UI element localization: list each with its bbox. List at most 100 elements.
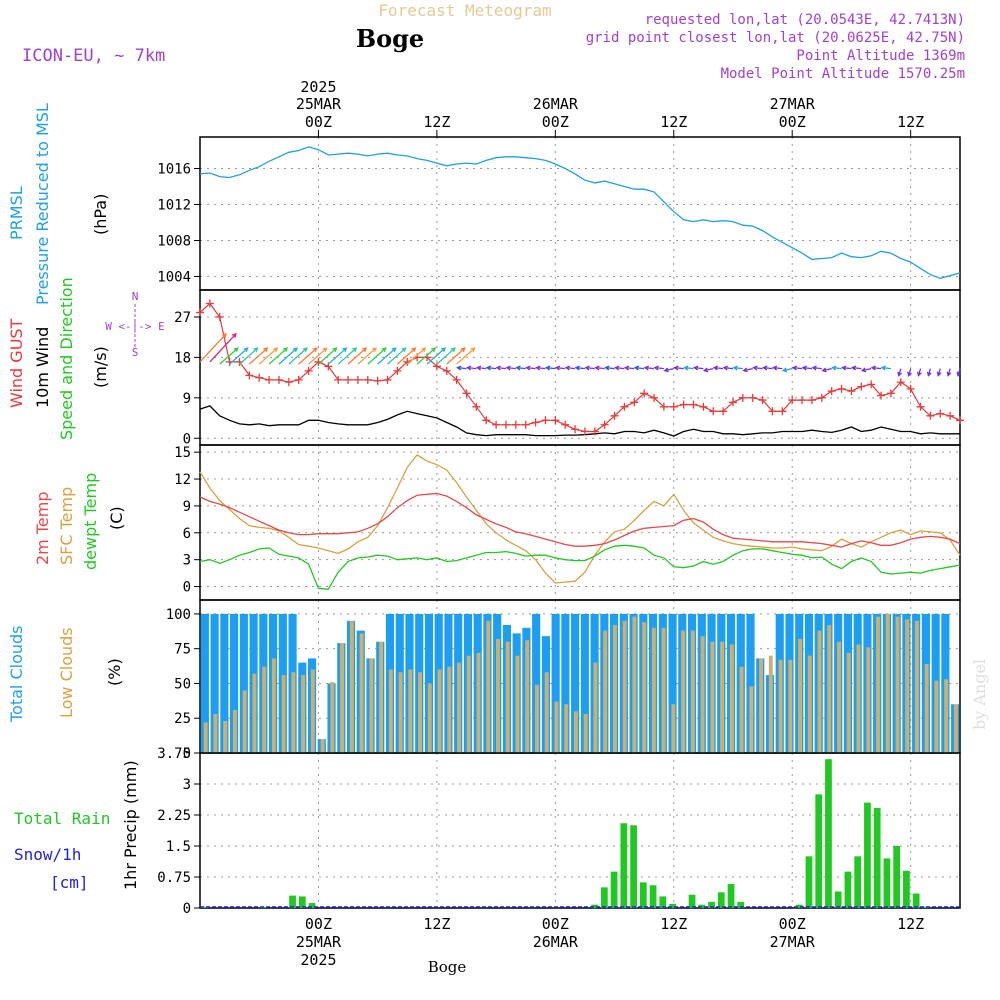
wind-arrow: [793, 366, 803, 370]
wind-arrow: [526, 366, 536, 370]
gust-marker: [383, 375, 392, 384]
gust-marker: [847, 387, 856, 396]
wind-arrow-head: [505, 365, 511, 371]
gust-marker: [837, 384, 846, 393]
compass-s: S: [132, 346, 139, 359]
precip-bar: [893, 846, 901, 908]
wind-arrow-head: [243, 347, 249, 353]
bottom-time-label: 00Z: [542, 915, 569, 933]
wind-arrow-head: [470, 347, 476, 353]
gust-marker: [541, 416, 550, 425]
gust-marker: [255, 373, 264, 382]
gust-marker: [442, 366, 451, 375]
wind-arrow: [615, 366, 625, 370]
precip-bar: [610, 871, 618, 908]
gust-marker: [926, 411, 935, 420]
wind-arrow: [416, 347, 436, 365]
precip-bar: [815, 794, 823, 908]
dewpt-temp-line: [199, 544, 961, 590]
wind-arrow-head: [564, 365, 571, 371]
gust-marker: [699, 402, 708, 411]
precip-bar: [903, 870, 910, 908]
temp-unit: (C): [107, 506, 126, 530]
low-cloud-bar: [252, 673, 257, 753]
wind-arrow: [733, 366, 743, 370]
requested-coords: requested lon,lat (20.0543E, 42.7413N): [645, 12, 965, 28]
y-tick-label: 18: [174, 350, 191, 366]
low-cloud-bar: [866, 647, 871, 753]
wind-arrow: [862, 367, 872, 372]
bottom-time-label: 25MAR: [296, 933, 342, 951]
low-cloud-bar: [301, 675, 306, 753]
gust-marker: [936, 409, 945, 418]
bottom-time-label: 2025: [300, 951, 336, 969]
gust-marker: [689, 400, 698, 409]
wind-arrow: [674, 366, 684, 370]
y-tick-label: 3: [183, 553, 191, 569]
wind-arrow-head: [623, 365, 630, 371]
total-cloud-bar: [746, 613, 755, 753]
bottom-time-label: 00Z: [779, 915, 806, 933]
wind-arrow: [406, 347, 426, 365]
low-cloud-bar: [271, 658, 276, 753]
precip-bar: [922, 906, 930, 908]
top-time-label: 2025: [300, 78, 336, 96]
low-cloud-bar: [388, 669, 393, 753]
wind-arrow: [743, 367, 753, 372]
gust-marker: [215, 312, 224, 321]
precip-bar: [620, 823, 628, 908]
low-cloud-bar: [720, 641, 725, 753]
precip-bar: [298, 896, 306, 908]
total-cloud-bar: [230, 613, 239, 753]
wind-arrow-head: [233, 347, 239, 353]
wind-arrow-head: [283, 347, 289, 353]
low-cloud-bar: [418, 672, 422, 753]
wind-arrow: [337, 347, 357, 365]
low-cloud-bar: [895, 616, 900, 753]
wind-arrow-head: [515, 365, 521, 371]
gust-marker: [738, 393, 747, 402]
wind-arrow-head: [421, 347, 427, 353]
wind-unit: (m/s): [91, 346, 110, 388]
gust-marker: [630, 398, 639, 407]
wind-arrow-head: [663, 367, 669, 373]
precip-bar: [873, 807, 881, 908]
gust-marker: [492, 420, 501, 429]
wind-arrow-head: [752, 365, 758, 371]
wind-arrow: [209, 333, 237, 363]
wind-label: 10m Wind: [33, 327, 52, 408]
wind-arrow-head: [702, 367, 709, 373]
temperature-panel: 0 3 6 9 12 15: [174, 444, 961, 601]
wind-arrow-head: [485, 365, 492, 371]
low-cloud-bar: [788, 659, 793, 753]
gust-marker: [561, 420, 570, 429]
wind-arrow: [467, 366, 477, 370]
y-tick-label: 1016: [157, 162, 191, 178]
wind-arrow: [536, 366, 546, 370]
gust-marker: [205, 299, 214, 308]
panel-frame: [199, 136, 961, 291]
precip-bar: [639, 882, 647, 908]
low-cloud-bar: [690, 630, 695, 753]
wind-arrow-head: [222, 332, 227, 338]
wind-arrow: [704, 367, 714, 372]
gust-marker: [590, 427, 599, 436]
wind-arrow-head: [440, 347, 447, 353]
gust-marker: [344, 375, 353, 384]
y-tick-label: 0: [183, 901, 191, 917]
gust-marker: [709, 407, 718, 416]
wind-arrow-head: [594, 365, 600, 371]
wind-direction-label: Speed and Direction: [57, 277, 76, 440]
y-tick-label: 100: [166, 607, 191, 623]
low-cloud-bar: [427, 683, 432, 753]
wind-arrow: [477, 366, 487, 370]
wind-arrow: [575, 366, 586, 370]
precip-bar: [289, 895, 296, 908]
gust-marker: [896, 378, 905, 387]
model-label: ICON-EU, ~ 7km: [22, 46, 165, 66]
wind-arrow-head: [401, 347, 407, 353]
bottom-time-label: 12Z: [660, 915, 687, 933]
wind-arrow: [723, 366, 734, 370]
y-tick-label: 1012: [157, 198, 191, 214]
wind-arrow: [694, 366, 704, 370]
